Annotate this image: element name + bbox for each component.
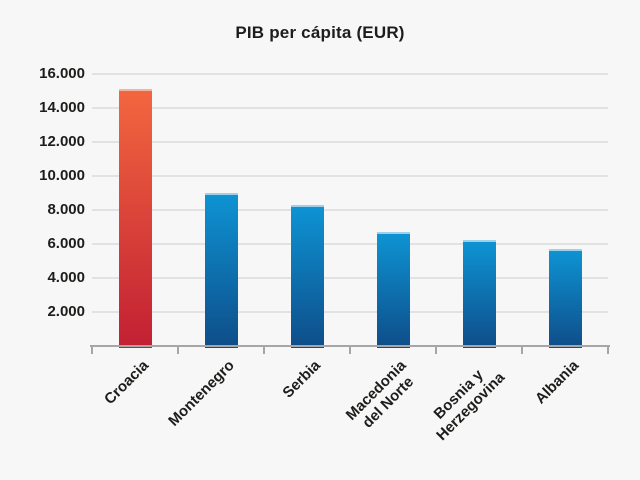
gridline	[92, 140, 608, 143]
y-axis-tick-label: 4.000	[47, 268, 85, 286]
x-axis-tick	[91, 347, 93, 354]
gridline	[92, 208, 608, 211]
chart-title: PIB per cápita (EUR)	[235, 23, 405, 42]
gridline	[92, 242, 608, 245]
bar-serbia	[290, 204, 324, 348]
x-axis-line	[90, 345, 610, 347]
x-axis-tick	[263, 347, 265, 354]
x-axis-tick	[607, 347, 609, 354]
gridline	[92, 310, 608, 313]
bar-montenegro	[204, 192, 238, 348]
gridline	[92, 72, 608, 75]
x-axis-label: Croacia	[101, 357, 153, 408]
bar-macedonia-del-norte	[376, 231, 410, 348]
gridline	[92, 174, 608, 177]
bar-croacia	[118, 88, 152, 348]
y-axis-tick-label: 2.000	[47, 302, 85, 320]
gridline	[92, 106, 608, 109]
y-axis-tick-label: 14.000	[39, 98, 85, 116]
x-axis-tick	[177, 347, 179, 354]
y-axis-tick-label: 12.000	[39, 132, 85, 150]
y-axis-tick-label: 16.000	[39, 64, 85, 82]
x-axis-label: Albania	[531, 357, 583, 408]
x-axis-tick	[349, 347, 351, 354]
y-axis-tick-label: 10.000	[39, 166, 85, 184]
y-axis-tick-label: 8.000	[47, 200, 85, 218]
gridline	[92, 276, 608, 279]
x-axis-label: Bosnia y Herzegovina	[430, 366, 509, 445]
bar-albania	[548, 248, 582, 348]
x-axis-label: Montenegro	[165, 357, 239, 430]
x-axis-tick	[521, 347, 523, 354]
y-axis-tick-label: 6.000	[47, 234, 85, 252]
x-axis-label: Serbia	[279, 357, 325, 402]
bar-bosnia-y-herzegovina	[462, 240, 496, 348]
x-axis-label: Macedonia del Norte	[343, 357, 418, 432]
x-axis-tick	[435, 347, 437, 354]
